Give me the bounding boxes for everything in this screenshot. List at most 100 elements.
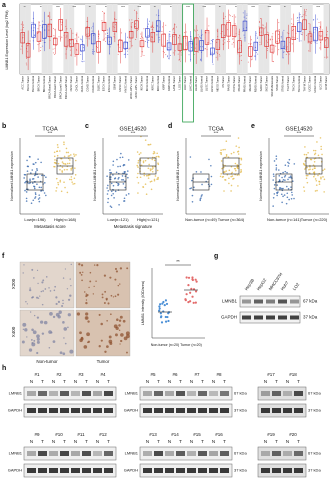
- band: [60, 451, 69, 456]
- band: [272, 451, 281, 456]
- dot: [48, 29, 50, 31]
- band: [261, 451, 270, 456]
- nucleus: [104, 290, 107, 293]
- band: [154, 468, 163, 473]
- lane-label: N: [146, 379, 149, 384]
- dot: [37, 28, 39, 30]
- dot: [43, 192, 46, 194]
- dot: [177, 53, 179, 55]
- band: [272, 468, 281, 473]
- dot: [151, 170, 154, 173]
- dot: [109, 205, 112, 207]
- nucleus: [95, 280, 97, 282]
- nucleus: [45, 276, 48, 278]
- category-label: PRAD.Tumor: [237, 76, 241, 91]
- dot: [120, 152, 122, 155]
- group-label: Non-tumor: [36, 359, 58, 364]
- dot: [240, 168, 242, 171]
- dot: [243, 16, 245, 18]
- dot: [325, 45, 327, 47]
- dot: [163, 52, 165, 54]
- dot: [189, 187, 191, 190]
- category-label: DLBC.Tumor: [96, 76, 100, 91]
- dot: [191, 39, 193, 41]
- lane-label: N: [286, 439, 289, 444]
- dot: [275, 45, 277, 47]
- band: [60, 408, 69, 413]
- dot: [240, 59, 242, 61]
- dot: [117, 165, 119, 168]
- dot: [39, 25, 41, 27]
- dot: [237, 153, 240, 155]
- dot: [284, 170, 287, 173]
- box: [313, 26, 318, 42]
- dot: [131, 45, 133, 47]
- dot: [237, 137, 240, 139]
- dot: [327, 38, 329, 40]
- lane-label: N: [264, 379, 267, 384]
- sample-label: #16: [215, 432, 223, 437]
- band: [38, 451, 47, 456]
- dot: [29, 156, 31, 158]
- dot: [123, 164, 126, 166]
- dot: [172, 28, 174, 30]
- nucleus: [55, 302, 58, 306]
- nucleus: [31, 268, 34, 271]
- dot: [92, 50, 94, 52]
- nucleus: [126, 334, 130, 339]
- dot: [194, 47, 196, 49]
- dot: [118, 176, 120, 179]
- band: [154, 408, 163, 413]
- dot: [190, 187, 193, 189]
- dot: [305, 153, 308, 156]
- box: [31, 23, 36, 38]
- blot: [139, 403, 233, 418]
- dot: [30, 202, 33, 205]
- dot: [107, 32, 109, 34]
- dot: [137, 162, 139, 164]
- dot: [142, 160, 145, 162]
- dot: [121, 179, 123, 181]
- dot: [66, 28, 68, 30]
- dot: [230, 190, 232, 192]
- dot: [156, 34, 158, 36]
- dot: [210, 175, 213, 178]
- lane-label: T: [275, 439, 278, 444]
- dot: [33, 187, 36, 190]
- category-label: HNSC.Normal: [123, 76, 127, 93]
- dot: [194, 301, 197, 304]
- dot: [262, 24, 264, 26]
- dot: [200, 58, 202, 60]
- dot: [172, 52, 174, 54]
- dot: [59, 179, 62, 182]
- protein-label: GAPDH: [8, 408, 22, 413]
- dot: [320, 148, 323, 151]
- dot: [112, 184, 115, 187]
- blot: [23, 386, 117, 401]
- dot: [34, 161, 37, 164]
- dot: [290, 197, 293, 200]
- dot: [250, 39, 252, 41]
- magnification: X400: [11, 326, 16, 337]
- dot: [210, 43, 212, 45]
- dot: [148, 23, 150, 25]
- lane-label: N: [286, 379, 289, 384]
- significance: ***: [56, 5, 60, 9]
- band: [209, 391, 218, 396]
- category-label: KIRC.Tumor: [151, 76, 155, 90]
- dot: [152, 152, 155, 155]
- box: [123, 41, 128, 50]
- dot: [137, 172, 139, 175]
- dot: [318, 180, 321, 183]
- nucleus: [21, 340, 25, 344]
- nucleus: [85, 299, 88, 301]
- dot: [292, 36, 294, 38]
- dot: [148, 163, 150, 166]
- dot: [138, 153, 141, 156]
- dot: [112, 164, 114, 166]
- size-label: 67 kDa: [308, 391, 321, 396]
- band: [104, 451, 113, 456]
- nucleus: [125, 351, 128, 354]
- panel-label: f: [2, 253, 5, 260]
- box: [47, 23, 53, 38]
